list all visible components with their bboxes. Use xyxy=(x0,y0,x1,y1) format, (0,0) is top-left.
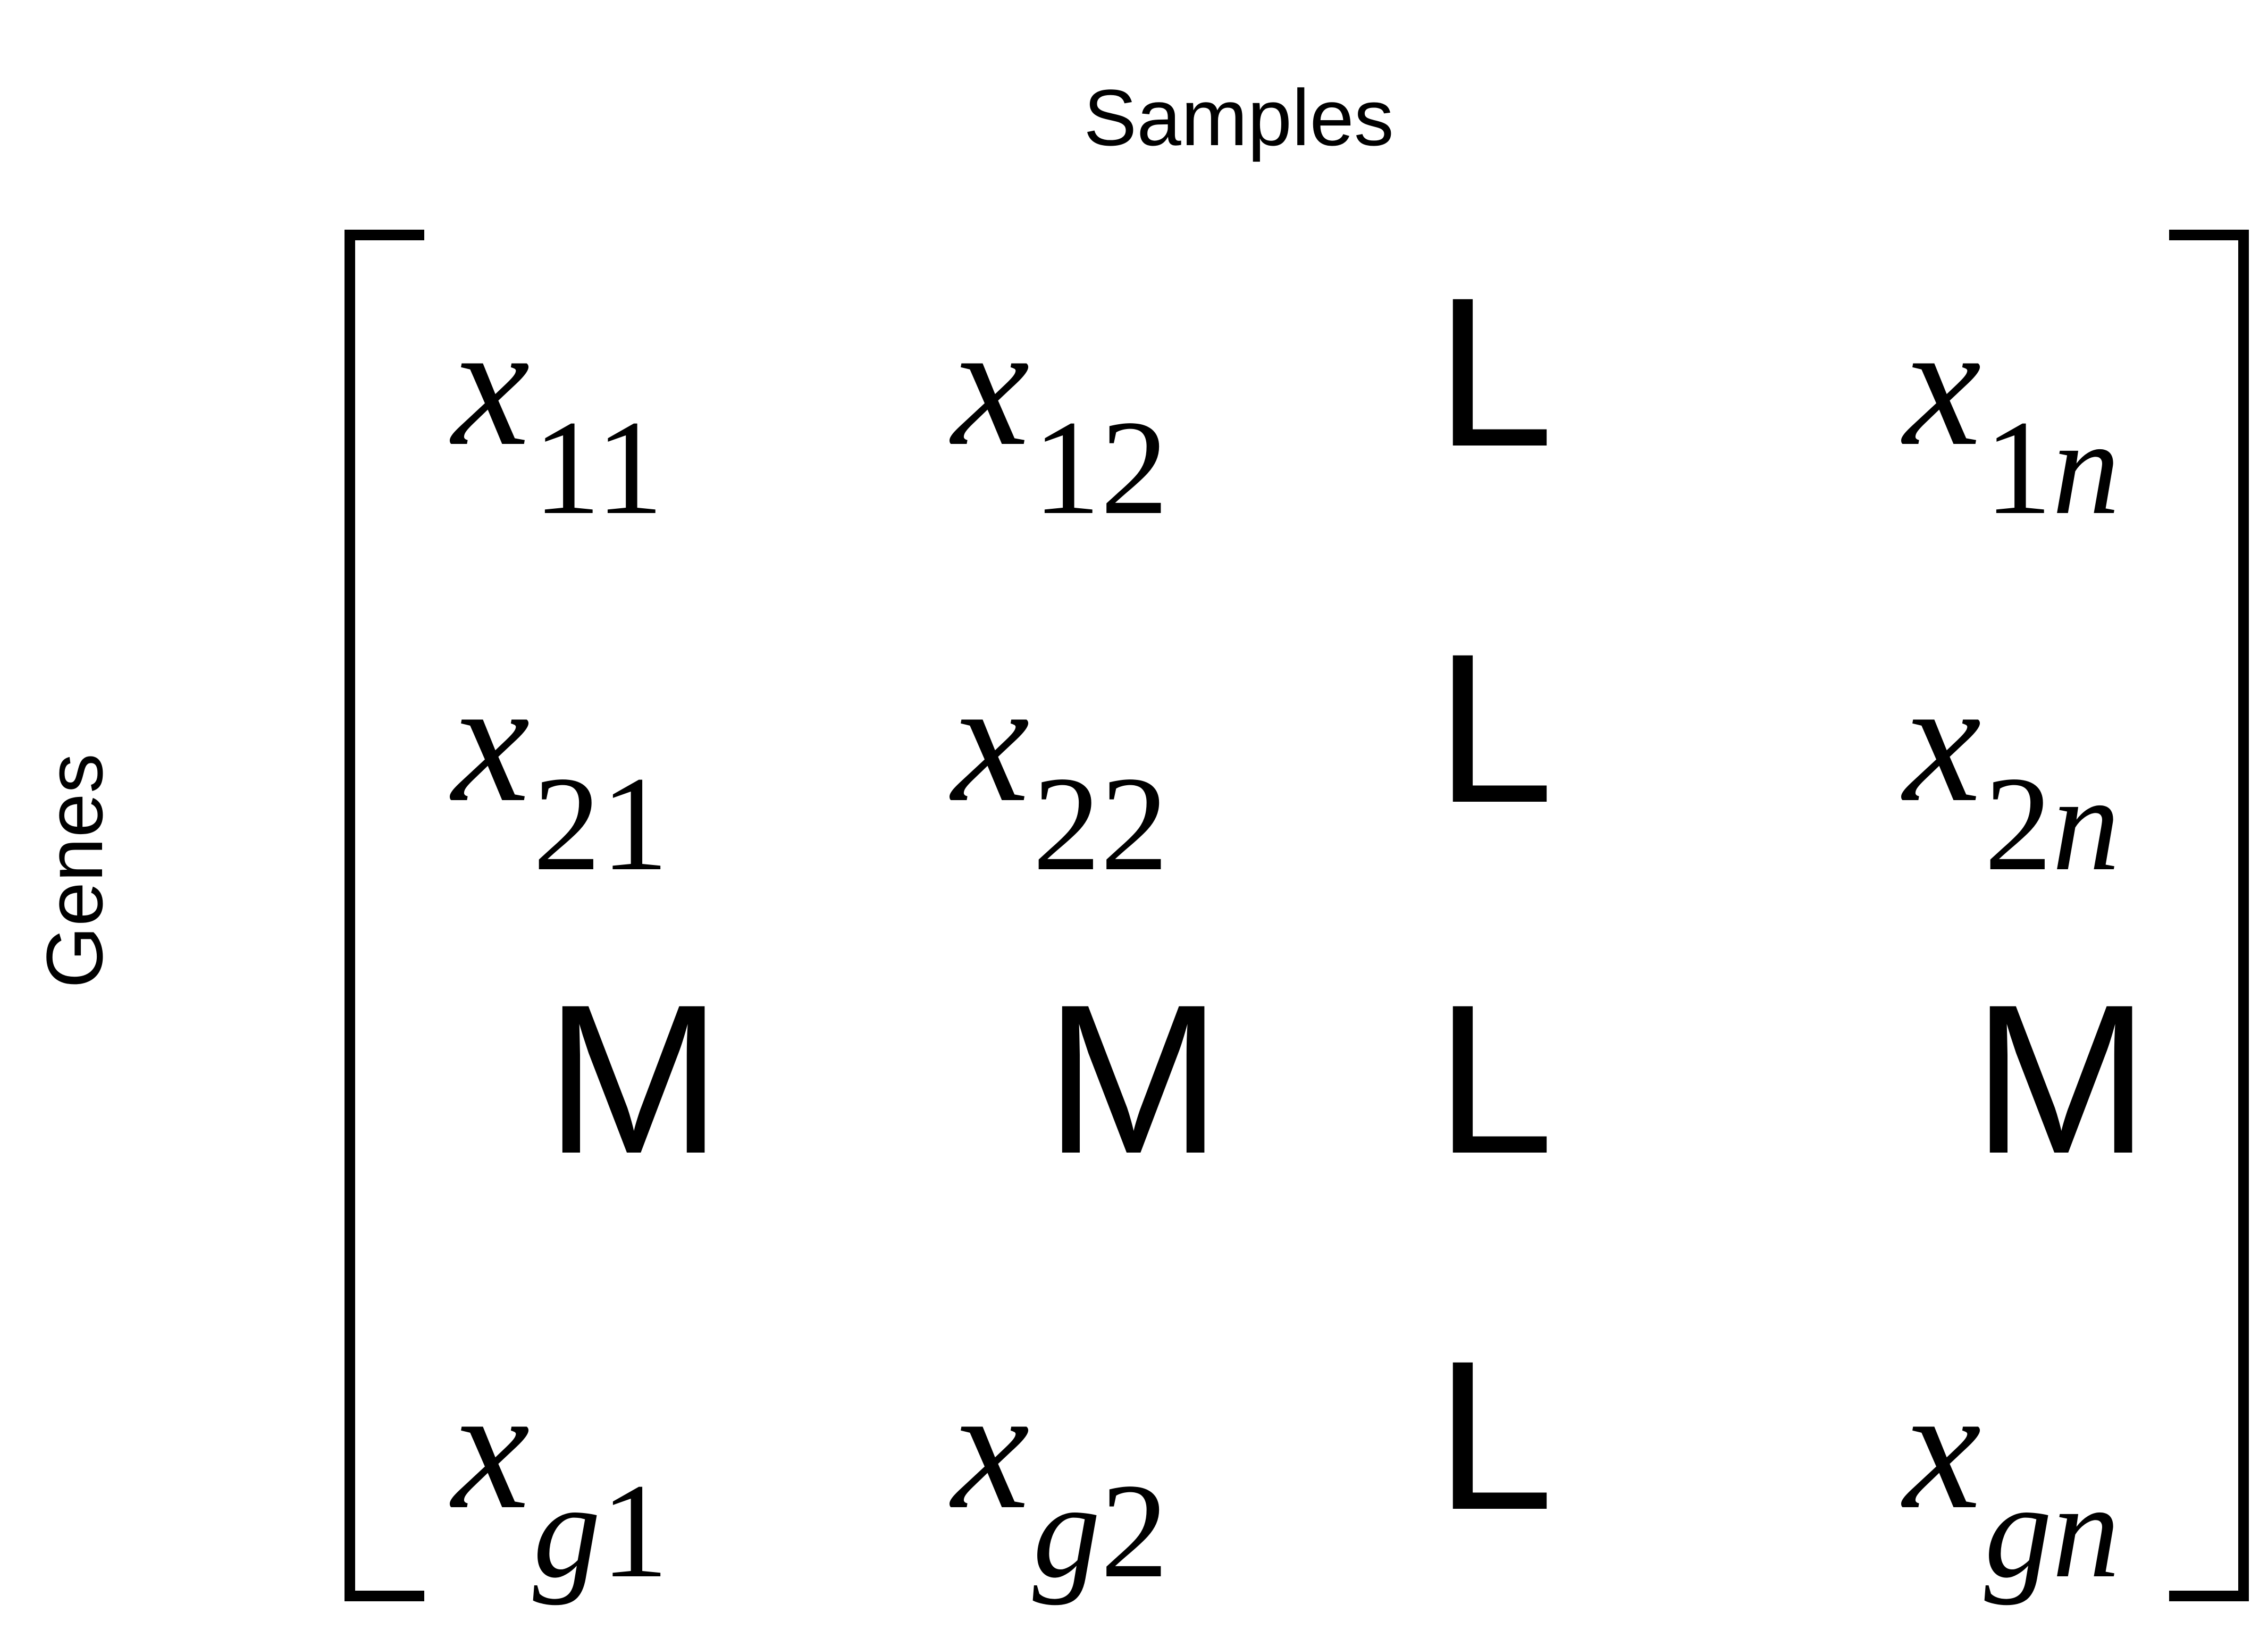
matrix-entry-r2-c2: x22 xyxy=(952,654,1168,892)
horizontal-ellipsis-glyph: L xyxy=(1435,609,1554,847)
entry-subscript: 12 xyxy=(1032,393,1168,543)
subscript-row-index: 2 xyxy=(1032,749,1101,899)
subscript-col-index: n xyxy=(2052,749,2120,899)
entry-subscript: g1 xyxy=(533,1456,668,1606)
matrix-entry-r2-c1: x21 xyxy=(452,654,668,892)
horizontal-ellipsis-glyph: L xyxy=(1435,960,1554,1198)
vertical-ellipsis-glyph: M xyxy=(545,960,723,1198)
horizontal-ellipsis-glyph: L xyxy=(1435,253,1554,491)
subscript-col-index: 2 xyxy=(1100,749,1169,899)
matrix-entry-r1-c1: x11 xyxy=(452,298,663,536)
matrix-entry-r4-c4: xgn xyxy=(1903,1361,2120,1599)
entry-variable: x xyxy=(452,644,530,838)
subscript-col-index: 1 xyxy=(600,1456,669,1606)
entry-variable: x xyxy=(452,288,530,482)
entry-variable: x xyxy=(952,644,1030,838)
subscript-col-index: n xyxy=(2052,1456,2120,1606)
vertical-ellipsis-glyph: M xyxy=(1972,960,2150,1198)
subscript-row-index: 2 xyxy=(533,749,601,899)
horizontal-ellipsis-glyph: L xyxy=(1435,1316,1554,1554)
matrix-entry-r2-c4: x2n xyxy=(1903,654,2120,892)
entry-variable: x xyxy=(952,1351,1030,1545)
matrix-right-bracket xyxy=(2169,230,2249,1601)
entry-subscript: 21 xyxy=(533,749,668,899)
genes-axis-label: Genes xyxy=(30,753,119,988)
subscript-col-index: 1 xyxy=(600,749,669,899)
entry-subscript: 22 xyxy=(1032,749,1168,899)
subscript-col-index: 2 xyxy=(1100,1456,1169,1606)
subscript-row-index: 1 xyxy=(533,393,596,543)
entry-subscript: 2n xyxy=(1984,749,2120,899)
matrix-entry-r1-c4: x1n xyxy=(1903,298,2120,536)
subscript-col-index: 2 xyxy=(1100,393,1169,543)
subscript-row-index: g xyxy=(1032,1456,1101,1606)
samples-axis-label: Samples xyxy=(1083,73,1394,162)
entry-subscript: gn xyxy=(1984,1456,2120,1606)
subscript-row-index: 1 xyxy=(1984,393,2052,543)
matrix-entry-r1-c2: x12 xyxy=(952,298,1168,536)
subscript-row-index: g xyxy=(533,1456,601,1606)
subscript-row-index: 1 xyxy=(1032,393,1101,543)
matrix-left-bracket xyxy=(345,230,424,1601)
subscript-row-index: 2 xyxy=(1984,749,2052,899)
entry-subscript: g2 xyxy=(1032,1456,1168,1606)
subscript-col-index: n xyxy=(2052,393,2120,543)
matrix-entry-r4-c2: xg2 xyxy=(952,1361,1168,1599)
vertical-ellipsis-glyph: M xyxy=(1045,960,1222,1198)
entry-variable: x xyxy=(952,288,1030,482)
entry-variable: x xyxy=(1903,288,1981,482)
entry-variable: x xyxy=(1903,1351,1981,1545)
subscript-col-index: 1 xyxy=(595,393,664,543)
subscript-row-index: g xyxy=(1984,1456,2052,1606)
entry-subscript: 1n xyxy=(1984,393,2120,543)
matrix-entry-r4-c1: xg1 xyxy=(452,1361,668,1599)
entry-variable: x xyxy=(1903,644,1981,838)
entry-variable: x xyxy=(452,1351,530,1545)
entry-subscript: 11 xyxy=(533,393,663,543)
